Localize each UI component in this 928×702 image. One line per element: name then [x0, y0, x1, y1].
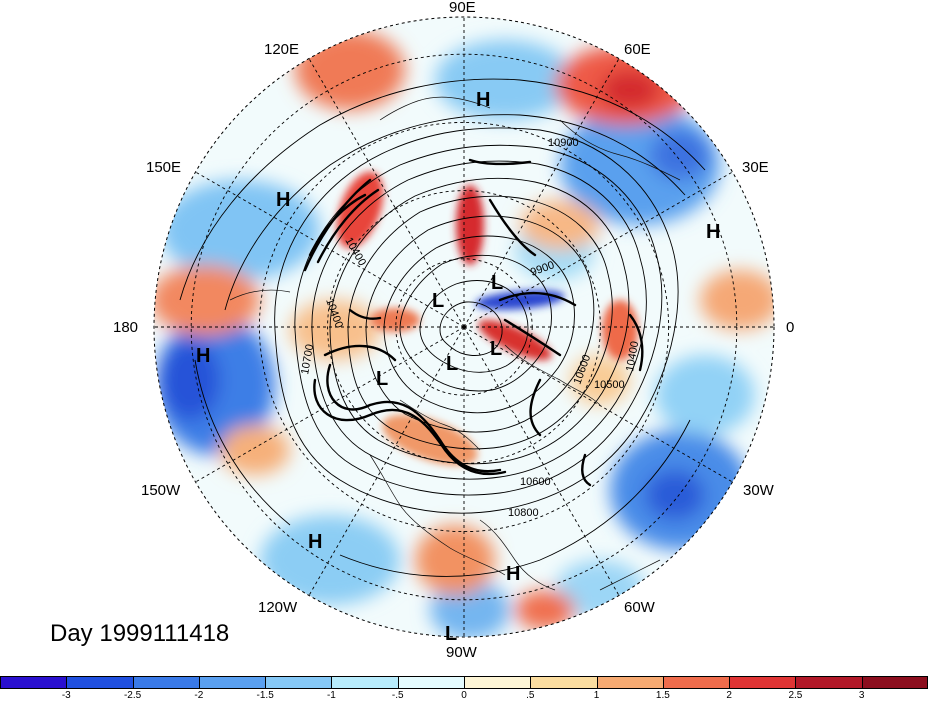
lon-label-150e: 150E	[146, 159, 182, 176]
pressure-center-h: H	[276, 189, 290, 211]
colorbar-swatch	[0, 676, 68, 689]
lon-label-0: 0	[786, 319, 795, 336]
pressure-center-l: L	[376, 368, 388, 390]
lon-label-120w: 120W	[258, 599, 298, 616]
colorbar-swatch	[729, 676, 797, 689]
coastlines	[229, 96, 681, 591]
jet-streaks	[303, 158, 644, 487]
colorbar-swatch	[397, 676, 465, 689]
lon-label-120e: 120E	[264, 41, 300, 58]
colorbar-swatch	[795, 676, 863, 689]
pressure-center-h: H	[308, 531, 322, 553]
colorbar-swatch	[861, 676, 928, 689]
lon-label-30w: 30W	[743, 482, 774, 499]
colorbar-swatch	[464, 676, 532, 689]
geopotential-contours	[179, 78, 706, 577]
pressure-center-l: L	[445, 623, 457, 645]
colorbar-swatch	[662, 676, 731, 689]
pressure-center-h: H	[506, 563, 520, 585]
pressure-center-l: L	[490, 338, 502, 360]
colorbar-tick-label: 2	[726, 690, 732, 701]
contour-label: 10600	[520, 476, 551, 488]
colorbar-tick-label: 1.5	[655, 690, 670, 701]
pressure-center-h: H	[706, 221, 720, 243]
colorbar-swatch	[198, 676, 267, 689]
contour-label: 10900	[548, 137, 579, 149]
pressure-center-l: L	[446, 353, 458, 375]
colorbar-tick-label: 2.5	[788, 690, 803, 701]
pressure-center-l: L	[491, 272, 503, 294]
lon-label-180: 180	[113, 319, 139, 336]
colorbar-swatch	[530, 676, 598, 689]
lat-lon-grid	[154, 17, 774, 637]
colorbar-swatch	[132, 676, 200, 689]
colorbar-swatch	[596, 676, 664, 689]
colorbar-tick-label: 0	[461, 690, 467, 701]
colorbar-frame	[0, 676, 928, 689]
pressure-center-l: L	[432, 290, 444, 312]
contour-label: 10500	[594, 379, 625, 391]
lon-label-90e: 90E	[449, 0, 476, 16]
colorbar-tick-label: 3	[858, 690, 865, 701]
lon-label-150w: 150W	[141, 482, 181, 499]
colorbar-tick-label: .5	[526, 690, 535, 701]
colorbar-swatch	[66, 676, 134, 689]
colorbar-swatch	[265, 676, 333, 689]
lon-label-60w: 60W	[624, 599, 655, 616]
contour-label: 10400	[624, 340, 641, 372]
map-boundary	[153, 16, 775, 638]
colorbar-tick-label: -2	[194, 690, 204, 701]
day-title: Day 1999111418	[50, 620, 230, 647]
colorbar-tick-label: -1.5	[256, 690, 274, 701]
contour-label: 10700	[299, 343, 316, 375]
colorbar-tick-label: 1	[593, 690, 600, 701]
colorbar-tick-label: -.5	[391, 690, 404, 701]
colorbar-swatch	[331, 676, 399, 689]
colorbar	[0, 676, 928, 689]
contour-label: 10800	[508, 507, 539, 519]
colorbar-tick-label: -3	[61, 690, 71, 701]
lon-label-60e: 60E	[624, 41, 651, 58]
lon-label-90w: 90W	[446, 644, 477, 661]
lon-label-30e: 30E	[742, 159, 769, 176]
pressure-center-h: H	[476, 89, 490, 111]
colorbar-tick-label: -1	[326, 690, 336, 701]
pressure-center-h: H	[196, 345, 210, 367]
pressure-centers: H H H H H H L L L L L L	[196, 89, 720, 645]
colorbar-tick-label: -2.5	[123, 690, 142, 701]
